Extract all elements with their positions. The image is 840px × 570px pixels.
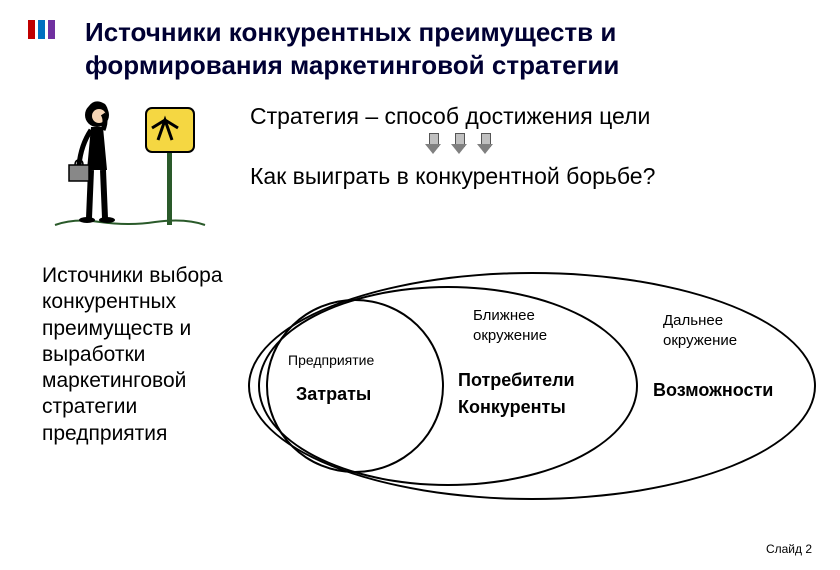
question-text: Как выиграть в конкурентной борьбе? [250,163,655,190]
clipart-illustration [45,90,225,245]
inner-label-enterprise: Предприятие [288,352,374,368]
sources-text: Источники выбора конкурентных преимущест… [42,263,232,447]
outer-label-far2: окружение [663,332,737,349]
inner-label-costs: Затраты [296,384,371,405]
outer-label-opportunities: Возможности [653,380,773,401]
strategy-definition: Стратегия – способ достижения цели [250,103,650,130]
arrow-down-icon [477,133,493,155]
accent-bar-2 [38,20,45,39]
outer-label-far1: Дальнее [663,312,723,329]
slide-number: Слайд 2 [766,542,812,556]
accent-bar-3 [48,20,55,39]
accent-bars [28,20,55,39]
nested-ellipse-diagram: Предприятие Затраты Ближнее окружение По… [248,272,818,502]
arrow-down-icon [451,133,467,155]
middle-label-near2: окружение [473,327,547,344]
arrow-down-icon [425,133,441,155]
middle-label-consumers: Потребители [458,370,575,391]
slide-title: Источники конкурентных преимуществ и фор… [85,16,805,81]
down-arrows [425,133,493,155]
middle-label-near1: Ближнее [473,307,535,324]
middle-label-competitors: Конкуренты [458,397,566,418]
accent-bar-1 [28,20,35,39]
